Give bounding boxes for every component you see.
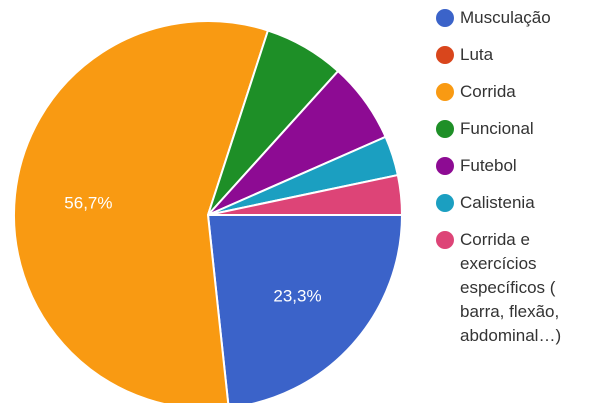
legend-swatch-icon	[436, 9, 454, 27]
legend-swatch-icon	[436, 194, 454, 212]
legend-label: Funcional	[460, 119, 534, 138]
legend-label: Calistenia	[460, 193, 535, 212]
legend-swatch-icon	[436, 46, 454, 64]
legend-item-6: Corrida e exercícios específicos (barra, f…	[436, 228, 606, 348]
legend-label: Corrida	[460, 82, 516, 101]
legend-item-3: Funcional	[436, 117, 606, 141]
legend-swatch-icon	[436, 157, 454, 175]
slice-value-label-2: 56,7%	[64, 194, 112, 213]
legend-label: Musculação	[460, 8, 551, 27]
legend: Musculação Luta Corrida Funcional Futebol Cal…	[436, 6, 606, 361]
legend-item-2: Corrida	[436, 80, 606, 104]
pie-chart: 23,3% 56,7%	[13, 20, 404, 403]
slice-value-label-0: 23,3%	[273, 286, 321, 305]
legend-item-4: Futebol	[436, 154, 606, 178]
legend-label: Luta	[460, 45, 494, 64]
legend-label: Futebol	[460, 156, 517, 175]
legend-swatch-icon	[436, 83, 454, 101]
legend-item-1: Luta	[436, 43, 606, 67]
pie-slice-6	[207, 173, 404, 216]
legend-swatch-icon	[436, 120, 454, 138]
legend-item-5: Calistenia	[436, 191, 606, 215]
pie-slice-0	[206, 214, 404, 403]
pie-slice-2	[13, 20, 270, 403]
legend-label: Corrida e exercícios específicos (barra, f…	[460, 230, 562, 345]
legend-swatch-icon	[436, 231, 454, 249]
legend-item-0: Musculação	[436, 6, 606, 30]
